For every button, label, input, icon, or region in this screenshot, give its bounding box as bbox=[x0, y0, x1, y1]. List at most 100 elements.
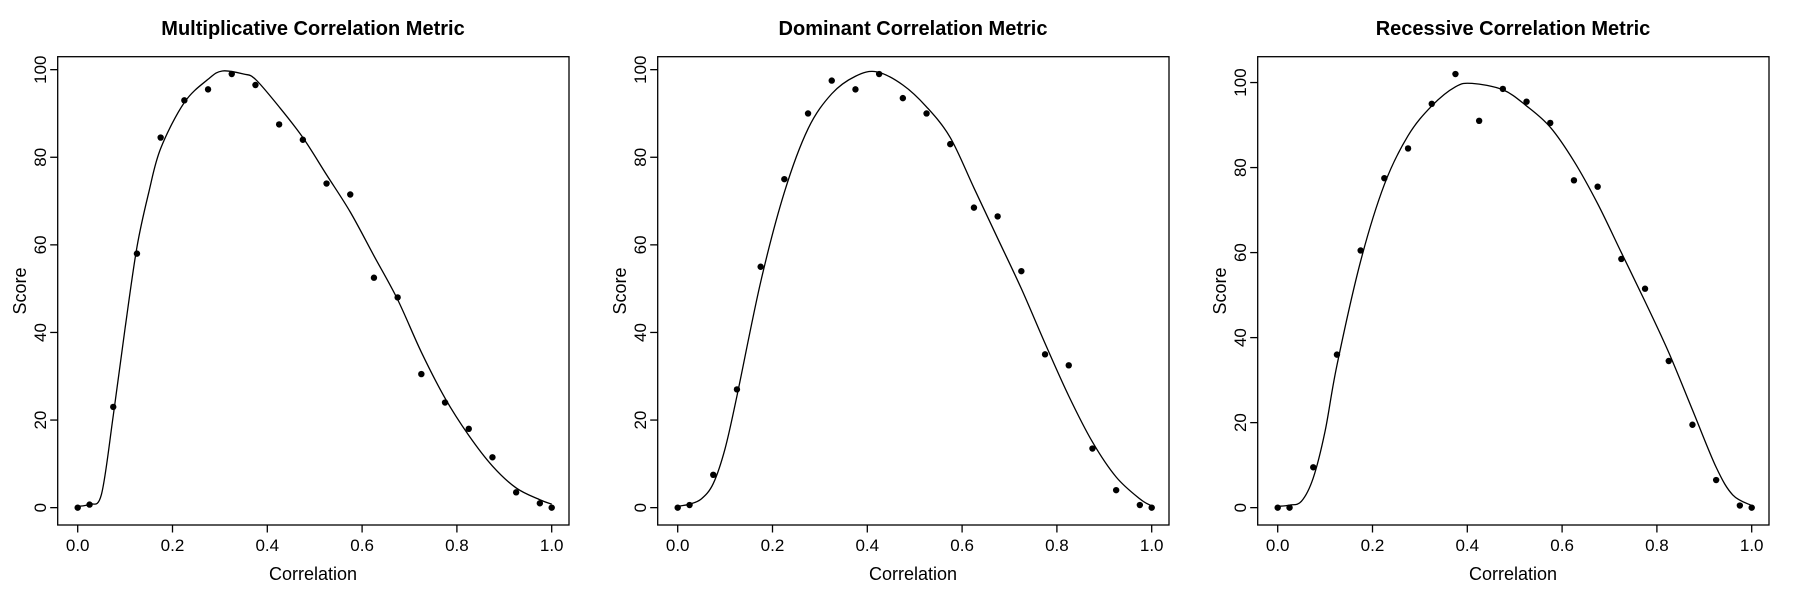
data-point bbox=[1748, 504, 1755, 511]
data-point bbox=[828, 77, 835, 84]
data-point bbox=[157, 134, 164, 141]
data-point bbox=[875, 70, 883, 78]
x-tick-label: 0.0 bbox=[66, 536, 90, 555]
data-point bbox=[418, 370, 425, 378]
x-axis-label-multiplicative: Correlation bbox=[269, 564, 357, 584]
x-tick-label: 0.4 bbox=[1455, 536, 1479, 555]
y-tick-label: 80 bbox=[631, 148, 650, 167]
data-point bbox=[970, 204, 978, 211]
data-point bbox=[512, 489, 520, 496]
x-axis-label-dominant: Correlation bbox=[869, 564, 957, 584]
data-point bbox=[1594, 183, 1601, 190]
plot-title-multiplicative: Multiplicative Correlation Metric bbox=[161, 18, 464, 40]
data-point bbox=[252, 81, 259, 89]
data-point bbox=[548, 504, 555, 511]
x-tick-label: 0.4 bbox=[855, 536, 879, 555]
data-point bbox=[86, 501, 93, 508]
y-tick-label: 80 bbox=[31, 148, 50, 167]
y-tick-label: 100 bbox=[1231, 68, 1250, 96]
data-point bbox=[394, 294, 401, 301]
x-tick-label: 0.8 bbox=[1645, 536, 1669, 555]
data-point bbox=[441, 399, 449, 406]
x-tick-label: 1.0 bbox=[1740, 536, 1764, 555]
x-tick-label: 0.2 bbox=[761, 536, 785, 555]
data-point bbox=[489, 454, 496, 461]
data-point bbox=[923, 110, 930, 117]
data-point bbox=[1736, 502, 1744, 509]
data-point bbox=[1310, 464, 1317, 471]
x-tick-label: 0.8 bbox=[1045, 536, 1069, 555]
fit-curve bbox=[1277, 82, 1753, 508]
data-point bbox=[1041, 351, 1049, 358]
data-point bbox=[1618, 255, 1625, 263]
y-tick-label: 60 bbox=[31, 235, 50, 254]
data-point bbox=[710, 471, 717, 479]
x-axis-label-recessive: Correlation bbox=[1469, 564, 1557, 584]
data-point bbox=[228, 70, 235, 78]
y-tick-label: 20 bbox=[31, 411, 50, 430]
data-point bbox=[181, 97, 188, 104]
y-tick-label: 100 bbox=[31, 56, 50, 84]
data-point bbox=[1712, 476, 1720, 484]
y-tick-label: 0 bbox=[1231, 503, 1250, 512]
y-axis-label-recessive: Score bbox=[1210, 267, 1230, 314]
plot-area-recessive: 0.0 0.2 0.4 0.6 0.8 1.0 0 20 40 60 80 100 bbox=[1231, 56, 1770, 555]
data-point bbox=[686, 501, 693, 509]
data-point bbox=[1404, 145, 1412, 152]
x-tick-label: 0.2 bbox=[1361, 536, 1385, 555]
data-point bbox=[1274, 504, 1281, 511]
y-tick-label: 40 bbox=[631, 323, 650, 342]
data-point bbox=[299, 136, 307, 143]
data-point bbox=[1452, 70, 1459, 78]
data-point bbox=[781, 175, 788, 183]
y-tick-label: 60 bbox=[631, 235, 650, 254]
plot-title-dominant: Dominant Correlation Metric bbox=[779, 18, 1048, 40]
x-tick-label: 0.6 bbox=[350, 536, 374, 555]
data-point bbox=[1499, 85, 1507, 93]
data-point bbox=[323, 180, 330, 187]
x-tick-label: 0.0 bbox=[666, 536, 690, 555]
data-point bbox=[465, 425, 472, 433]
data-point bbox=[947, 140, 954, 148]
data-point bbox=[1148, 504, 1155, 511]
y-tick-label: 60 bbox=[1231, 243, 1250, 262]
fit-curve bbox=[77, 70, 552, 507]
x-tick-label: 0.0 bbox=[1266, 536, 1290, 555]
plot-area-dominant: 0.0 0.2 0.4 0.6 0.8 1.0 0 20 40 60 80 100 bbox=[631, 56, 1170, 555]
data-point bbox=[899, 94, 907, 102]
x-tick-label: 1.0 bbox=[540, 536, 564, 555]
data-point bbox=[133, 250, 141, 257]
data-point bbox=[994, 213, 1001, 220]
x-tick-label: 0.8 bbox=[445, 536, 469, 555]
x-tick-label: 0.2 bbox=[161, 536, 185, 555]
y-tick-label: 40 bbox=[31, 323, 50, 342]
data-point bbox=[110, 403, 117, 411]
data-point bbox=[1570, 177, 1578, 184]
plot-box bbox=[657, 56, 1170, 526]
y-tick-label: 0 bbox=[31, 503, 50, 512]
data-point bbox=[74, 504, 81, 511]
panel-recessive: 0.0 0.2 0.4 0.6 0.8 1.0 0 20 40 60 80 100 Recessive… bbox=[1210, 18, 1770, 584]
x-tick-label: 0.4 bbox=[255, 536, 279, 555]
plot-box bbox=[1257, 56, 1770, 526]
plot-area-multiplicative: 0.0 0.2 0.4 0.6 0.8 1.0 0 20 40 60 80 100 bbox=[31, 56, 570, 555]
panel-dominant: 0.0 0.2 0.4 0.6 0.8 1.0 0 20 40 60 80 100 Dominant … bbox=[610, 18, 1170, 584]
data-point bbox=[1689, 421, 1696, 428]
data-point bbox=[347, 191, 354, 198]
x-tick-label: 1.0 bbox=[1140, 536, 1164, 555]
y-axis-label-multiplicative: Score bbox=[10, 267, 30, 314]
data-point bbox=[1018, 267, 1025, 275]
data-point bbox=[370, 274, 378, 281]
plot-box bbox=[57, 56, 570, 526]
data-point bbox=[1136, 501, 1144, 509]
data-point bbox=[1286, 504, 1293, 511]
x-tick-label: 0.6 bbox=[1550, 536, 1574, 555]
y-tick-label: 40 bbox=[1231, 328, 1250, 347]
y-tick-label: 100 bbox=[631, 56, 650, 84]
data-point bbox=[1523, 98, 1530, 105]
data-point bbox=[1641, 285, 1649, 292]
x-tick-label: 0.6 bbox=[950, 536, 974, 555]
data-point bbox=[204, 86, 212, 93]
